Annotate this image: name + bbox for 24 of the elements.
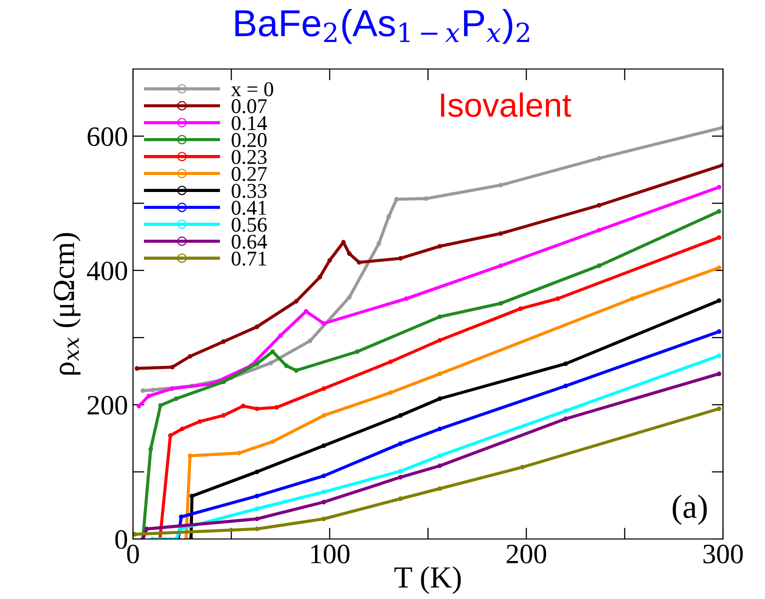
legend-label: 0.56 — [232, 218, 267, 232]
legend-label: 0.33 — [232, 184, 267, 198]
legend-label: 0.23 — [232, 150, 267, 164]
legend-label: 0.20 — [232, 133, 267, 148]
x-axis-title: T (K) — [394, 566, 461, 594]
annotation: Isovalent — [441, 92, 572, 117]
legend-label: 0.71 — [232, 252, 266, 266]
x-tick-label: 200 — [506, 544, 546, 564]
legend-label: 0.07 — [232, 99, 267, 114]
y-tick-label: 200 — [88, 396, 128, 415]
x-tick-label: 100 — [311, 544, 350, 564]
annotation: (a) — [672, 494, 707, 525]
y-tick-label: 0 — [115, 530, 128, 549]
y-tick-label: 600 — [88, 127, 128, 146]
legend-label: x = 0 — [231, 82, 274, 96]
legend-label: 0.64 — [232, 234, 268, 249]
x-tick-label: 0 — [127, 544, 139, 564]
chart-title: BaFe$_{2}$(As$_{1−x}$P$_{x}$)$_{2}$ — [235, 8, 530, 44]
y-tick-label: 400 — [87, 262, 128, 280]
x-tick-label: 300 — [703, 544, 743, 564]
legend-label: 0.27 — [232, 166, 267, 182]
legend-label: 0.14 — [232, 116, 268, 130]
y-axis-title: ρ$_{xx}$ (μΩcm) — [52, 233, 81, 375]
legend-label: 0.41 — [232, 200, 266, 215]
